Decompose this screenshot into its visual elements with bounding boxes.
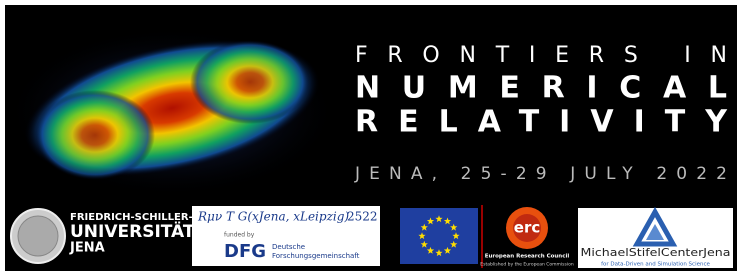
logo-text: DFG — [224, 241, 266, 262]
logo-text: Deutsche — [272, 243, 305, 251]
eu-flag — [400, 208, 478, 264]
logo-text: funded by — [224, 232, 255, 239]
logo-text: Forschungsgemeinschaft — [272, 252, 360, 260]
logo-text: Established by the European Commission — [480, 262, 574, 268]
logo-text: MichaelStifelCenterJena — [581, 246, 731, 259]
logo-text: for Data-Driven and Simulation Science — [601, 262, 710, 268]
logo-text: JENA — [69, 241, 105, 256]
dfg-logo: Rμν T G(xJena, xLeipzig) 2522 funded by … — [192, 206, 380, 266]
number: 2522 — [347, 210, 378, 224]
logo-text: European Research Council — [485, 254, 570, 260]
page: FRONTIERS IN NUMERICAL RELATIVITY JENA, … — [0, 0, 742, 276]
formula: Rμν T G(xJena, xLeipzig) — [197, 210, 349, 224]
logo-text: UNIVERSITÄT — [70, 220, 195, 242]
title-line: NUMERICAL — [355, 71, 727, 106]
banner: FRONTIERS IN NUMERICAL RELATIVITY JENA, … — [0, 0, 742, 276]
logo-text: erc — [514, 219, 540, 237]
mscj-logo: MichaelStifelCenterJena for Data-Driven … — [578, 208, 733, 268]
